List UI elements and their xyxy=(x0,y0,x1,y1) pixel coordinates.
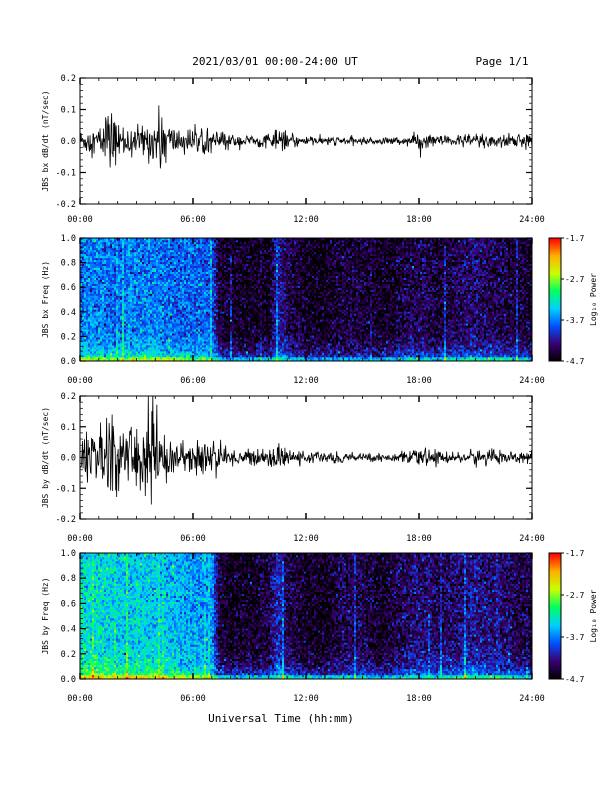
x-tick-label: 12:00 xyxy=(293,215,319,225)
by-colorbar: -1.7 -2.7 -3.7 -4.7 Log₁₀ Power xyxy=(548,549,598,684)
y-tick-label: 0.4 xyxy=(61,625,76,635)
x-tick-label: 12:00 xyxy=(293,534,319,544)
x-tick-label: 00:00 xyxy=(67,534,93,544)
y-tick-label: 0.2 xyxy=(61,650,76,660)
y-tick-label: 0.0 xyxy=(61,137,76,147)
spectrogram-cells xyxy=(80,553,532,679)
x-tick-label: 18:00 xyxy=(406,376,432,386)
x-tick-label: 18:00 xyxy=(406,694,432,704)
colorbar-tick-label: -2.7 xyxy=(565,591,584,600)
y-tick-label: 1.0 xyxy=(61,234,76,244)
x-tick-label: 24:00 xyxy=(519,215,545,225)
colorbar-tick-label: -1.7 xyxy=(565,549,584,558)
page-number: Page 1/1 xyxy=(476,55,529,68)
y-tick-label: 0.0 xyxy=(61,357,76,367)
colorbar-tick-label: -3.7 xyxy=(565,316,584,325)
colorbar-tick-label: -2.7 xyxy=(565,275,584,284)
y-tick-label: 0.4 xyxy=(61,308,76,318)
colorbar-label: Log₁₀ Power xyxy=(589,589,598,642)
colorbar-tick-label: -1.7 xyxy=(565,234,584,243)
y-tick-label: 0.1 xyxy=(61,106,76,116)
x-tick-label: 24:00 xyxy=(519,376,545,386)
bx-spectrogram-panel: 00:00 06:00 12:00 18:00 24:00 1.0 0.8 0.6 0.4 0.2… xyxy=(41,234,545,386)
y-tick-label: 0.2 xyxy=(61,392,76,402)
y-axis-label: JBS by Freq (Hz) xyxy=(41,577,50,654)
x-tick-label: 06:00 xyxy=(180,376,206,386)
x-tick-label: 24:00 xyxy=(519,694,545,704)
x-tick-label: 18:00 xyxy=(406,215,432,225)
bx-colorbar: -1.7 -2.7 -3.7 -4.7 Log₁₀ Power xyxy=(548,234,598,366)
x-tick-label: 06:00 xyxy=(180,534,206,544)
y-tick-label: 0.8 xyxy=(61,574,76,584)
waveform-series xyxy=(80,396,532,505)
y-axis-label: JBS bx dB/dt (nT/sec) xyxy=(41,90,50,191)
colorbar-tick-label: -4.7 xyxy=(565,675,584,684)
x-tick-label: 00:00 xyxy=(67,694,93,704)
y-tick-label: 0.1 xyxy=(61,423,76,433)
colorbar-tick-label: -4.7 xyxy=(565,357,584,366)
spectrogram-cells xyxy=(80,238,532,361)
by-waveform-panel: 00:00 06:00 12:00 18:00 24:00 0.2 0.1 0.0 -0.1 -0… xyxy=(41,392,545,544)
y-tick-label: 0.0 xyxy=(61,454,76,464)
y-tick-label: 0.6 xyxy=(61,599,76,609)
colorbar-frame xyxy=(548,237,562,362)
y-axis-label: JBS by dB/dt (nT/sec) xyxy=(41,407,50,508)
x-tick-label: 00:00 xyxy=(67,376,93,386)
waveform-series xyxy=(80,105,532,169)
y-tick-label: -0.1 xyxy=(56,169,76,179)
bx-waveform-panel: 00:00 06:00 12:00 18:00 24:00 0.2 0.1 0.0 -0.1 -0… xyxy=(41,74,545,225)
y-axis-label: JBS bx Freq (Hz) xyxy=(41,261,50,338)
by-spectrogram-panel: 00:00 06:00 12:00 18:00 24:00 1.0 0.8 0.6 0.4 0.2… xyxy=(41,549,545,704)
x-tick-label: 18:00 xyxy=(406,534,432,544)
y-tick-label: -0.2 xyxy=(56,200,76,210)
x-tick-label: 12:00 xyxy=(293,694,319,704)
y-tick-label: 0.6 xyxy=(61,283,76,293)
x-tick-label: 24:00 xyxy=(519,534,545,544)
y-tick-label: 0.2 xyxy=(61,74,76,84)
x-axis-label: Universal Time (hh:mm) xyxy=(208,712,354,725)
y-tick-label: 0.8 xyxy=(61,259,76,269)
x-tick-label: 00:00 xyxy=(67,215,93,225)
colorbar-label: Log₁₀ Power xyxy=(589,273,598,326)
y-tick-label: 1.0 xyxy=(61,549,76,559)
x-tick-label: 12:00 xyxy=(293,376,319,386)
colorbar-tick-label: -3.7 xyxy=(565,633,584,642)
x-tick-label: 06:00 xyxy=(180,694,206,704)
figure-title: 2021/03/01 00:00-24:00 UT xyxy=(192,55,358,68)
y-tick-label: -0.2 xyxy=(56,515,76,525)
colorbar-frame xyxy=(548,552,562,680)
x-tick-label: 06:00 xyxy=(180,215,206,225)
y-tick-label: -0.1 xyxy=(56,484,76,494)
y-tick-label: 0.0 xyxy=(61,675,76,685)
y-tick-label: 0.2 xyxy=(61,332,76,342)
